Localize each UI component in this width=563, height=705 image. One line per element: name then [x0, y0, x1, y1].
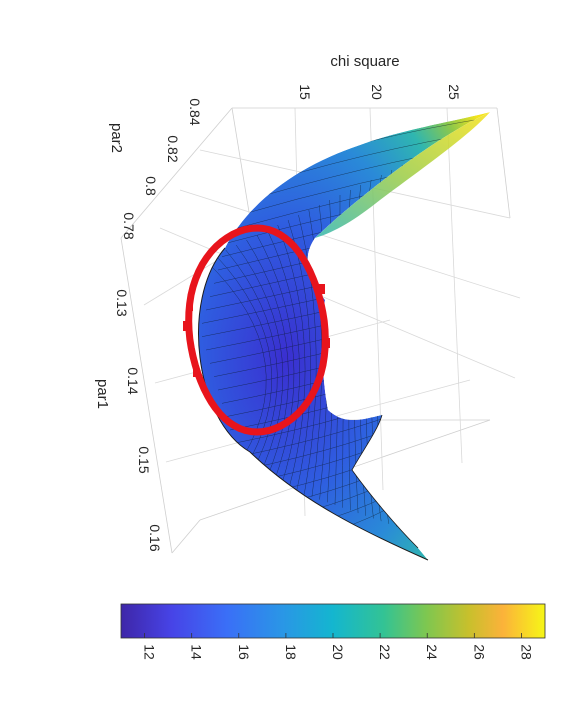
x-axis: par1 0.13 0.14 0.15 0.16 [94, 289, 163, 551]
mesh-line [235, 244, 284, 479]
colorbar-tick-label: 26 [471, 644, 487, 660]
contour-ring [183, 224, 330, 436]
y-tick-label: 0.84 [187, 98, 203, 125]
colorbar-tick-label: 20 [330, 644, 346, 660]
colorbar-tick-label: 18 [283, 644, 299, 660]
mesh-line [387, 149, 434, 530]
axis-box-line [171, 519, 201, 554]
mesh-line [215, 254, 273, 473]
z-tick-label: 25 [446, 84, 462, 100]
colorbar-tick-label: 14 [189, 644, 205, 660]
grid-line [446, 107, 463, 464]
surface-fill [198, 112, 491, 560]
colorbar-tick-label: 22 [377, 644, 393, 660]
y-tick-label: 0.82 [165, 135, 181, 162]
surface-inner-edge [351, 414, 419, 549]
mesh-line [371, 164, 403, 522]
x-tick-label: 0.14 [125, 367, 141, 394]
mesh-line [277, 224, 306, 489]
mesh-line [256, 234, 295, 484]
contour-marker [193, 367, 199, 377]
mesh-line [267, 229, 300, 487]
surface-upper-arm [315, 112, 490, 238]
mesh-line [204, 259, 267, 471]
surface-edge [198, 247, 429, 561]
contour-marker [319, 284, 325, 294]
colorbar: 12 14 16 18 20 22 24 26 28 [120, 603, 546, 660]
mesh-line [398, 139, 455, 535]
mesh-line [404, 134, 465, 538]
contour-marker [187, 301, 193, 311]
surface-mesh [198, 112, 491, 561]
colorbar-gradient [120, 603, 546, 639]
mesh-line [382, 154, 424, 527]
y-tick-label: 0.78 [121, 212, 137, 239]
x-tick-label: 0.13 [114, 289, 130, 316]
grid-line [159, 227, 516, 379]
contour-marker [183, 321, 189, 331]
x-axis-label: par1 [94, 379, 111, 409]
axis-box-line [496, 107, 511, 219]
mesh-line [298, 214, 317, 495]
mesh-line [354, 179, 372, 514]
z-tick-label: 15 [297, 84, 313, 100]
mesh-line [393, 144, 445, 532]
z-axis: chi square 15 20 25 [297, 53, 462, 100]
y-axis: par2 0.78 0.8 0.82 0.84 [108, 98, 203, 239]
grid-line [179, 189, 521, 299]
z-axis-label: chi square [330, 53, 399, 70]
colorbar-tick-label: 12 [142, 644, 158, 660]
y-tick-label: 0.8 [143, 176, 159, 196]
mesh-line [246, 239, 289, 481]
mesh-line [225, 249, 278, 476]
mesh-line [365, 169, 393, 519]
contour-marker [324, 338, 330, 348]
mesh-line [409, 129, 476, 541]
x-tick-label: 0.16 [147, 524, 163, 551]
axis-box-line [120, 237, 173, 554]
colorbar-tick-label: 24 [424, 644, 440, 660]
colorbar-tick-label: 16 [236, 644, 252, 660]
axis-box-line [120, 107, 233, 239]
x-tick-label: 0.15 [136, 446, 152, 473]
y-axis-label: par2 [108, 123, 125, 153]
z-tick-label: 20 [369, 84, 385, 100]
colorbar-ticks: 12 14 16 18 20 22 24 26 28 [142, 633, 534, 660]
colorbar-tick-label: 28 [518, 644, 534, 660]
